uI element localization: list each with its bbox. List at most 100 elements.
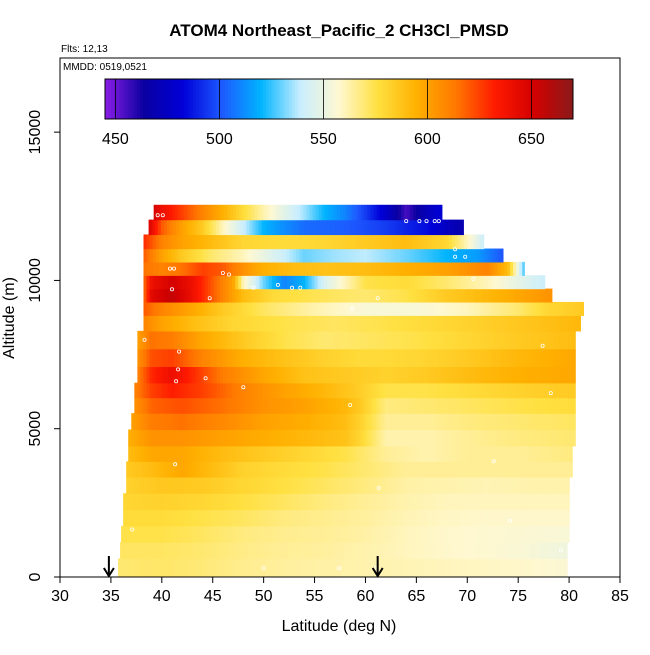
heatmap-cell <box>272 493 277 511</box>
heatmap-cell <box>448 248 453 263</box>
heatmap-cell <box>320 397 325 414</box>
heatmap-cell <box>136 558 141 577</box>
heatmap-cell <box>526 461 530 478</box>
heatmap-cell <box>491 330 496 350</box>
heatmap-cell <box>248 542 253 560</box>
heatmap-cell <box>428 542 433 560</box>
heatmap-cell <box>277 382 282 399</box>
colorbar-segment <box>122 79 126 119</box>
heatmap-cell <box>557 558 562 577</box>
heatmap-cells <box>118 204 584 577</box>
heatmap-cell <box>360 275 365 290</box>
heatmap-cell <box>247 261 251 276</box>
heatmap-cell <box>207 275 212 290</box>
heatmap-cell <box>296 445 300 462</box>
heatmap-cell <box>266 461 271 478</box>
heatmap-cell <box>244 275 248 290</box>
colorbar-segment <box>485 79 489 119</box>
heatmap-cell <box>363 413 368 431</box>
heatmap-cell <box>232 315 236 332</box>
heatmap-cell <box>535 493 540 511</box>
heatmap-cell <box>482 413 487 431</box>
heatmap-cell <box>216 397 221 414</box>
heatmap-cell <box>491 445 496 462</box>
heatmap-cell <box>244 315 248 332</box>
heatmap-cell <box>387 382 392 399</box>
heatmap-cell <box>488 275 493 290</box>
heatmap-cell <box>418 288 423 303</box>
heatmap-cell <box>552 445 557 462</box>
heatmap-cell <box>415 348 419 368</box>
heatmap-cell <box>350 558 354 577</box>
heatmap-cell <box>262 397 267 414</box>
heatmap-cell <box>543 366 548 384</box>
heatmap-cell <box>329 315 334 332</box>
heatmap-cell <box>326 348 331 368</box>
heatmap-cell <box>343 476 347 494</box>
colorbar-segment <box>356 79 360 119</box>
colorbar-segment <box>394 79 398 119</box>
heatmap-cell <box>503 315 508 332</box>
heatmap-cell <box>561 445 566 462</box>
heatmap-cell <box>516 366 520 384</box>
heatmap-cell <box>534 366 539 384</box>
heatmap-cell <box>445 429 450 447</box>
heatmap-cell <box>164 413 169 431</box>
heatmap-cell <box>180 382 184 399</box>
heatmap-cell <box>314 234 319 250</box>
heatmap-cell <box>378 413 383 431</box>
heatmap-cell <box>355 461 359 478</box>
sample-point <box>453 254 458 259</box>
heatmap-cell <box>506 366 511 384</box>
heatmap-cell <box>305 330 310 350</box>
heatmap-cell <box>470 261 474 276</box>
heatmap-cell <box>467 429 471 447</box>
heatmap-cell <box>439 301 444 316</box>
heatmap-cell <box>506 429 511 447</box>
heatmap-cell <box>262 330 267 350</box>
heatmap-cell <box>476 301 481 316</box>
heatmap-cell <box>363 275 368 290</box>
heatmap-cell <box>330 493 335 511</box>
heatmap-cell <box>525 330 529 350</box>
x-tick-label: 50 <box>255 588 273 605</box>
heatmap-cell <box>485 445 490 462</box>
heatmap-cell <box>568 348 572 368</box>
heatmap-cell <box>182 525 186 543</box>
heatmap-cell <box>216 366 221 384</box>
heatmap-cell <box>271 234 276 250</box>
heatmap-cell <box>549 382 554 399</box>
heatmap-cell <box>232 445 236 462</box>
heatmap-cell <box>368 219 373 236</box>
heatmap-cell <box>305 234 310 250</box>
heatmap-cell <box>558 301 563 316</box>
heatmap-cell <box>442 366 447 384</box>
heatmap-cell <box>345 445 349 462</box>
heatmap-cell <box>486 493 491 511</box>
heatmap-cell <box>537 413 542 431</box>
heatmap-cell <box>388 461 393 478</box>
heatmap-cell <box>550 476 555 494</box>
heatmap-cell <box>558 348 563 368</box>
heatmap-cell <box>482 248 487 263</box>
heatmap-cell <box>256 301 261 316</box>
heatmap-cell <box>491 275 496 290</box>
heatmap-cell <box>555 382 560 399</box>
heatmap-cell <box>528 445 533 462</box>
heatmap-cell <box>178 461 182 478</box>
heatmap-cell <box>174 397 178 414</box>
heatmap-cell <box>260 542 265 560</box>
heatmap-cell <box>201 248 206 263</box>
heatmap-cell <box>387 348 392 368</box>
heatmap-cell <box>230 542 234 560</box>
heatmap-cell <box>245 509 249 527</box>
heatmap-cell <box>225 413 230 431</box>
heatmap-cell <box>146 348 151 368</box>
heatmap-cell <box>348 429 352 447</box>
heatmap-cell <box>482 382 487 399</box>
heatmap-cell <box>207 288 212 303</box>
heatmap-cell <box>470 397 474 414</box>
colorbar-segment <box>341 79 346 119</box>
heatmap-cell <box>204 348 209 368</box>
heatmap-cell <box>146 429 151 447</box>
